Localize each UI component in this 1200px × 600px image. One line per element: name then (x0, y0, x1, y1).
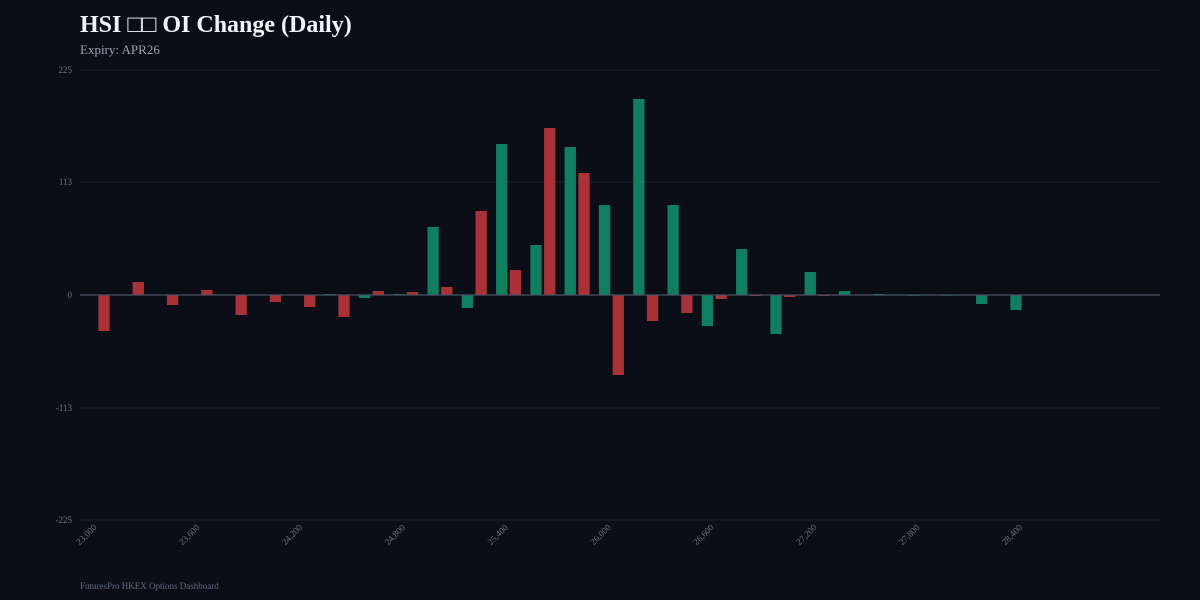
bar (838, 291, 851, 295)
bar (784, 295, 796, 297)
bar (372, 291, 384, 295)
bar (358, 295, 371, 298)
bar (976, 295, 988, 304)
bar (564, 147, 576, 295)
bar (701, 295, 714, 326)
x-tick-label: 24,800 (383, 522, 408, 547)
x-tick-label: 28,400 (1000, 522, 1025, 547)
x-tick-label: 27,800 (897, 522, 922, 547)
bar (132, 282, 144, 295)
bar (269, 295, 282, 302)
x-tick-label: 24,200 (280, 522, 305, 547)
bar (736, 249, 748, 295)
x-tick-label: 23,600 (177, 522, 202, 547)
y-tick-label: -225 (56, 515, 73, 525)
bar (1010, 295, 1022, 310)
y-tick-label: -113 (56, 403, 73, 413)
bar (406, 292, 419, 295)
bar (598, 205, 611, 295)
x-tick-label: 26,600 (691, 522, 716, 547)
y-tick-label: 225 (59, 65, 73, 75)
bar (667, 205, 679, 295)
bar (715, 295, 727, 299)
y-tick-label: 0 (68, 290, 73, 300)
bar (530, 245, 542, 295)
x-tick-label: 23,000 (74, 522, 99, 547)
bar (633, 99, 645, 295)
y-tick-label: 113 (59, 177, 73, 187)
bar (304, 295, 316, 307)
chart-subtitle: Expiry: APR26 (80, 42, 160, 57)
bar (770, 295, 782, 334)
bar (461, 295, 474, 308)
bar (646, 295, 659, 321)
bar (612, 295, 624, 375)
bar (578, 173, 590, 295)
bar (441, 287, 453, 295)
bar (235, 295, 247, 315)
x-tick-label: 27,200 (794, 522, 819, 547)
bar (496, 144, 508, 295)
bar (201, 290, 213, 295)
bar (338, 295, 350, 317)
x-tick-label: 26,000 (588, 522, 613, 547)
chart-title: HSI □□ OI Change (Daily) (80, 12, 352, 38)
bar (475, 211, 487, 295)
bar (98, 295, 110, 331)
bar (509, 270, 522, 295)
bar (166, 295, 179, 305)
bar (804, 272, 816, 295)
bar (427, 227, 439, 295)
bar (544, 128, 556, 295)
footer-credit: FuturesPro HKEX Options Dashboard (80, 581, 219, 591)
bar (681, 295, 693, 313)
x-tick-label: 25,400 (485, 522, 510, 547)
